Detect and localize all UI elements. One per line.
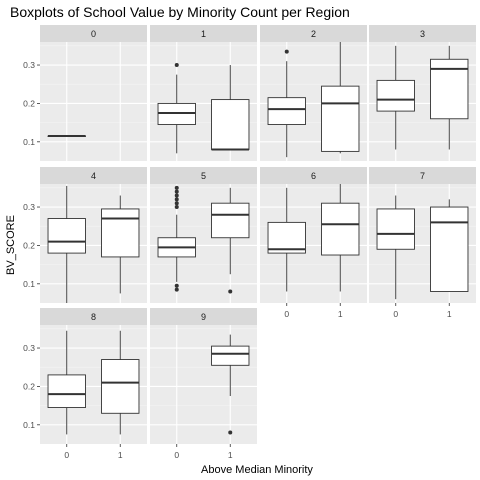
box-iqr: [101, 208, 140, 258]
y-axis-title: BV_SCORE: [5, 215, 17, 275]
facet-strip: [260, 25, 367, 42]
chart-title: Boxplots of School Value by Minority Cou…: [10, 4, 350, 20]
facet-panel-6: 6 0 1: [260, 167, 367, 319]
boxplot-6-1: [321, 184, 360, 292]
boxplot-0-0: [47, 135, 86, 138]
outlier-point: [174, 197, 179, 202]
facet-strip: [150, 167, 257, 184]
x-tick-label: 1: [118, 450, 123, 460]
outlier-point: [174, 189, 179, 194]
box-iqr: [376, 208, 415, 250]
x-axis-title: Above Median Minority: [201, 464, 313, 476]
box-iqr: [267, 221, 306, 254]
facet-panels: 0 0.1 0.2 0.3 1 2 3 4 0.1 0.2 0.3 5 6 0 1 7 0 1 8 0.1 0.2 0.3…: [23, 25, 476, 460]
y-tick-label: 0.3: [23, 343, 35, 353]
facet-strip-label: 0: [91, 29, 96, 39]
x-tick-label: 0: [393, 309, 398, 319]
x-tick-label: 1: [228, 450, 233, 460]
panel-background: [150, 325, 257, 444]
facet-panel-0: 0 0.1 0.2 0.3: [23, 25, 147, 161]
boxplot-1-1: [211, 65, 250, 151]
boxplot-3-1: [430, 45, 469, 150]
facet-strip-label: 3: [420, 29, 425, 39]
boxplot-4-1: [101, 195, 140, 294]
facet-panel-5: 5: [150, 167, 257, 303]
outlier-point: [174, 201, 179, 206]
facet-strip-label: 2: [311, 29, 316, 39]
outlier-point: [228, 430, 233, 435]
outlier-point: [174, 63, 179, 68]
box-iqr: [101, 359, 140, 414]
panel-background: [40, 42, 147, 161]
y-tick-label: 0.1: [23, 137, 35, 147]
facet-strip-label: 1: [201, 29, 206, 39]
x-tick-label: 1: [447, 309, 452, 319]
box-iqr: [321, 202, 360, 256]
box-iqr: [321, 85, 360, 152]
facet-strip: [369, 25, 476, 42]
y-tick-label: 0.1: [23, 420, 35, 430]
box-iqr: [47, 374, 86, 408]
outlier-point: [174, 287, 179, 292]
outlier-point: [174, 283, 179, 288]
x-tick-label: 0: [284, 309, 289, 319]
facet-strip: [369, 167, 476, 184]
boxplot-7-0: [376, 195, 415, 300]
facet-strip-label: 9: [201, 312, 206, 322]
x-tick-label: 0: [174, 450, 179, 460]
y-tick-label: 0.2: [23, 240, 35, 250]
outlier-point: [228, 289, 233, 294]
facet-panel-7: 7 0 1: [369, 167, 476, 319]
facet-strip: [150, 25, 257, 42]
facet-strip: [40, 25, 147, 42]
y-tick-label: 0.1: [23, 279, 35, 289]
boxplot-6-0: [267, 187, 306, 292]
box-iqr: [376, 79, 415, 112]
facet-panel-4: 4 0.1 0.2 0.3: [23, 167, 147, 303]
x-tick-label: 1: [338, 309, 343, 319]
facet-strip: [150, 308, 257, 325]
facet-strip-label: 6: [311, 171, 316, 181]
outlier-point: [284, 49, 289, 54]
box-iqr: [267, 97, 306, 125]
boxplot-4-0: [47, 185, 86, 303]
facet-strip-label: 5: [201, 171, 206, 181]
y-tick-label: 0.3: [23, 60, 35, 70]
facet-strip-label: 8: [91, 312, 96, 322]
boxplot-9-1: [211, 334, 250, 435]
boxplot-8-1: [101, 330, 140, 435]
y-tick-label: 0.3: [23, 202, 35, 212]
boxplot-2-0: [267, 49, 306, 158]
box-iqr: [211, 99, 250, 150]
outlier-point: [174, 185, 179, 190]
facet-panel-8: 8 0.1 0.2 0.3 0 1: [23, 308, 147, 460]
y-tick-label: 0.2: [23, 381, 35, 391]
boxplot-1-0: [157, 63, 196, 154]
boxplot-8-0: [47, 330, 86, 435]
y-tick-label: 0.2: [23, 98, 35, 108]
x-tick-label: 0: [64, 450, 69, 460]
box-iqr: [430, 206, 469, 292]
box-iqr: [211, 345, 250, 366]
facet-strip: [40, 167, 147, 184]
facet-panel-9: 9 0 1: [150, 308, 257, 460]
boxplot-2-1: [321, 42, 360, 154]
outlier-point: [174, 205, 179, 210]
facet-strip-label: 4: [91, 171, 96, 181]
boxplot-3-0: [376, 45, 415, 150]
boxplot-5-0: [157, 185, 196, 292]
facet-panel-2: 2: [260, 25, 367, 161]
boxplot-7-1: [430, 199, 469, 292]
box-iqr: [47, 218, 86, 254]
box-iqr: [211, 202, 250, 239]
facet-strip-label: 7: [420, 171, 425, 181]
facet-panel-1: 1: [150, 25, 257, 161]
outlier-point: [174, 193, 179, 198]
facet-panel-3: 3: [369, 25, 476, 161]
boxplot-5-1: [211, 187, 250, 294]
facet-strip: [40, 308, 147, 325]
facet-strip: [260, 167, 367, 184]
